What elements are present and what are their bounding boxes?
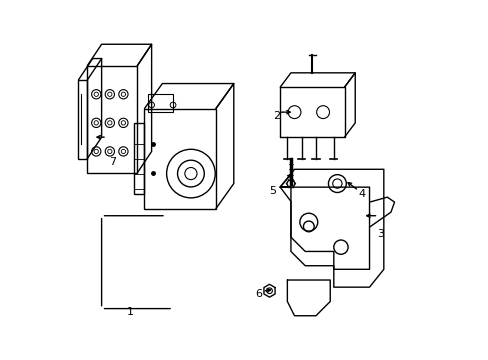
Bar [87, 66, 137, 173]
Bar [134, 123, 144, 194]
Text: 1: 1 [126, 307, 133, 317]
Text: 4: 4 [358, 189, 365, 199]
Text: 5: 5 [269, 186, 276, 196]
Text: 3: 3 [376, 229, 383, 239]
Text: 6: 6 [255, 289, 262, 299]
Bar [148, 94, 173, 112]
Bar [144, 109, 216, 208]
Text: 2: 2 [272, 111, 280, 121]
Bar [78, 80, 87, 158]
Text: 7: 7 [108, 157, 116, 167]
